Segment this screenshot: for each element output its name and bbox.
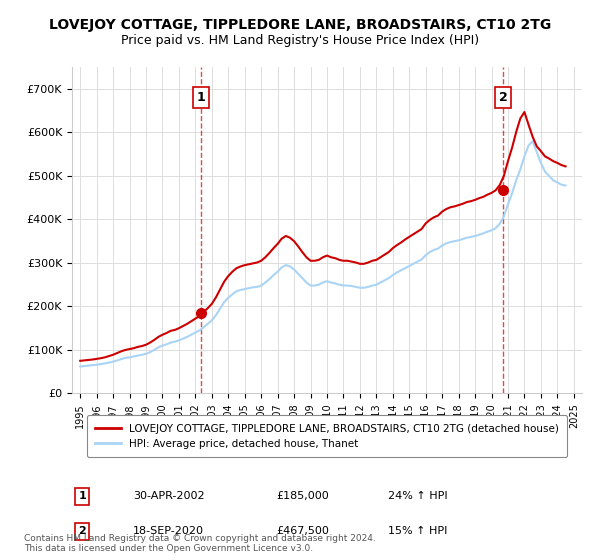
Text: 1: 1 — [79, 491, 86, 501]
Text: Price paid vs. HM Land Registry's House Price Index (HPI): Price paid vs. HM Land Registry's House … — [121, 34, 479, 47]
Text: £185,000: £185,000 — [276, 491, 329, 501]
Text: 2: 2 — [79, 526, 86, 536]
Text: 18-SEP-2020: 18-SEP-2020 — [133, 526, 204, 536]
Text: 24% ↑ HPI: 24% ↑ HPI — [388, 491, 448, 501]
Text: Contains HM Land Registry data © Crown copyright and database right 2024.
This d: Contains HM Land Registry data © Crown c… — [24, 534, 376, 553]
Text: 1: 1 — [196, 91, 205, 104]
Text: 2: 2 — [499, 91, 508, 104]
Text: 30-APR-2002: 30-APR-2002 — [133, 491, 205, 501]
Text: 15% ↑ HPI: 15% ↑ HPI — [388, 526, 448, 536]
Legend: LOVEJOY COTTAGE, TIPPLEDORE LANE, BROADSTAIRS, CT10 2TG (detached house), HPI: A: LOVEJOY COTTAGE, TIPPLEDORE LANE, BROADS… — [86, 415, 568, 457]
Text: LOVEJOY COTTAGE, TIPPLEDORE LANE, BROADSTAIRS, CT10 2TG: LOVEJOY COTTAGE, TIPPLEDORE LANE, BROADS… — [49, 18, 551, 32]
Text: £467,500: £467,500 — [276, 526, 329, 536]
